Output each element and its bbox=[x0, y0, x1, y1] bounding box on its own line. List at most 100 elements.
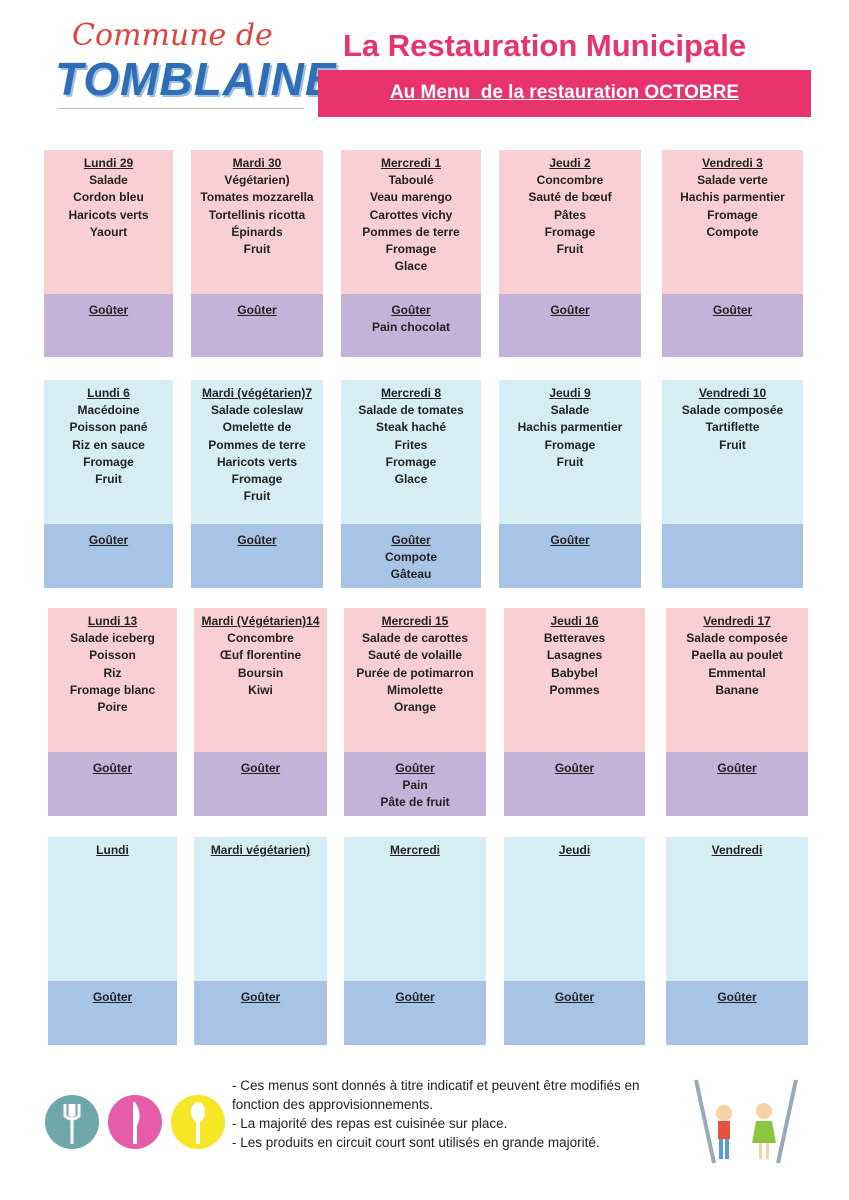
logo-top: Commune de bbox=[72, 18, 273, 53]
menu-item: Fromage blanc bbox=[69, 682, 156, 697]
day-cell: Vendredi Goûter bbox=[666, 837, 808, 1045]
meal-box: Vendredi 3 Salade verte Hachis parmentier F… bbox=[662, 150, 803, 299]
meal-box: Vendredi bbox=[666, 837, 808, 986]
meal-box: Mardi (végétarien)7 Salade coleslaw Omelet… bbox=[191, 380, 323, 529]
snack-label: Goûter bbox=[395, 990, 435, 1004]
snack-box: Goûter bbox=[344, 981, 486, 1045]
menu-item: Pommes de terre bbox=[362, 224, 460, 239]
snack-label: Goûter bbox=[92, 990, 133, 1004]
note-line: - La majorité des repas est cuisinée sur… bbox=[232, 1116, 508, 1131]
menu-item: Pâtes bbox=[553, 207, 587, 222]
subtitle-bar: Au Menu de la restauration OCTOBRE bbox=[318, 70, 811, 117]
menu-item: Riz bbox=[103, 665, 122, 680]
menu-item: Salade de carottes bbox=[361, 631, 469, 646]
snack-label: Goûter bbox=[712, 303, 753, 317]
day-name: Jeudi 16 bbox=[550, 614, 599, 628]
logo-rule bbox=[58, 108, 304, 109]
day-name: Mardi (végétarien)7 bbox=[201, 386, 313, 400]
day-cell: Mercredi 15 Salade de carottes Sauté de vo… bbox=[344, 608, 486, 816]
snack-label: Goûter bbox=[554, 990, 595, 1004]
menu-item: Tartiflette bbox=[705, 420, 760, 435]
snack-box: Goûter bbox=[194, 752, 327, 816]
menu-item: Fruit bbox=[719, 437, 746, 452]
menu-item: Fruit bbox=[243, 489, 271, 504]
day-cell: Mercredi 8 Salade de tomates Steak haché Fr… bbox=[341, 380, 481, 588]
day-name: Mardi (Végétarien)14 bbox=[201, 614, 320, 628]
meal-box: Jeudi 16 Betteraves Lasagnes Babybel Pommes bbox=[504, 608, 645, 757]
menu-item: Carottes vichy bbox=[369, 207, 453, 222]
day-cell: Mardi végétarien) Goûter bbox=[194, 837, 327, 1045]
day-cell: Lundi 6 Macédoine Poisson pané Riz en sauce… bbox=[44, 380, 173, 588]
menu-item: Fromage bbox=[544, 437, 596, 452]
menu-item: Salade coleslaw bbox=[210, 403, 304, 418]
notes: - Ces menus sont donnés à titre indicati… bbox=[232, 1076, 682, 1152]
snack-label: Goûter bbox=[550, 533, 590, 547]
snack-item: Gâteau bbox=[390, 567, 432, 582]
menu-item: Fromage bbox=[544, 224, 596, 239]
meal-box: Mercredi 15 Salade de carottes Sauté de vo… bbox=[344, 608, 486, 757]
snack-box: Goûter bbox=[666, 752, 808, 816]
menu-item: Hachis parmentier bbox=[680, 190, 785, 205]
menu-item: Lasagnes bbox=[546, 648, 603, 663]
snack-item: Pain bbox=[402, 778, 428, 793]
icons bbox=[45, 1095, 225, 1149]
snack-box: Goûter bbox=[48, 981, 177, 1045]
day-name: Lundi 29 bbox=[83, 156, 134, 170]
menu-item: Taboulé bbox=[388, 173, 434, 188]
day-cell: Lundi 13 Salade iceberg Poisson Riz Fromage … bbox=[48, 608, 177, 816]
meal-box: Jeudi 2 Concombre Sauté de bœuf Pâtes Fromag… bbox=[499, 150, 641, 299]
menu-item: Banane bbox=[715, 682, 759, 697]
snack-label: Goûter bbox=[240, 761, 281, 775]
meal-box: Mardi végétarien) bbox=[194, 837, 327, 986]
menu-item: Fromage bbox=[385, 454, 437, 469]
snack-label: Goûter bbox=[391, 303, 431, 317]
menu-item: Tortellinis ricotta bbox=[208, 207, 306, 222]
day-name: Jeudi bbox=[558, 843, 591, 857]
day-name: Mardi végétarien) bbox=[210, 843, 311, 857]
day-name: Vendredi 3 bbox=[702, 156, 763, 170]
snack-box: Goûter bbox=[44, 294, 173, 357]
day-cell: Vendredi 10 Salade composée Tartiflette Fru… bbox=[662, 380, 803, 588]
day-name: Vendredi bbox=[711, 843, 763, 857]
menu-item: Frites bbox=[394, 437, 428, 452]
menu-item: Betteraves bbox=[543, 631, 606, 646]
meal-box: Vendredi 10 Salade composée Tartiflette Fru… bbox=[662, 380, 803, 529]
menu-item: Fruit bbox=[95, 472, 122, 487]
snack-box: Goûter bbox=[191, 294, 323, 357]
day-name: Mercredi 15 bbox=[381, 614, 449, 628]
snack-box: Goûter bbox=[666, 981, 808, 1045]
snack-box: Goûter bbox=[499, 524, 641, 588]
snack-label: Goûter bbox=[92, 761, 133, 775]
snack-item: Compote bbox=[385, 550, 437, 565]
menu-item: Emmental bbox=[708, 665, 766, 680]
day-cell: Jeudi 16 Betteraves Lasagnes Babybel Pommes G… bbox=[504, 608, 645, 816]
menu-item: Omelette de bbox=[222, 420, 292, 435]
menu-item: Riz en sauce bbox=[72, 437, 145, 452]
menu-item: Sauté de volaille bbox=[367, 648, 463, 663]
snack-label: Goûter bbox=[391, 533, 431, 547]
snack-label: Goûter bbox=[88, 303, 129, 317]
meal-box: Jeudi 9 Salade Hachis parmentier Fromage Fru… bbox=[499, 380, 641, 529]
menu-item: Cordon bleu bbox=[73, 190, 144, 205]
day-name: Mardi 30 bbox=[232, 156, 282, 170]
snack-label: Goûter bbox=[240, 990, 281, 1004]
menu-item: Boursin bbox=[237, 665, 284, 680]
menu-item: Kiwi bbox=[248, 682, 273, 697]
snack-item: Pâte de fruit bbox=[380, 795, 450, 810]
meal-box: Mardi (Végétarien)14 Concombre Œuf florent… bbox=[194, 608, 327, 757]
meal-box: Mercredi 8 Salade de tomates Steak haché Fr… bbox=[341, 380, 481, 529]
menu-item: Salade iceberg bbox=[70, 631, 155, 646]
day-cell: Mardi 30 Végétarien) Tomates mozzarella Tor… bbox=[191, 150, 323, 357]
menu-item: Salade verte bbox=[697, 173, 768, 188]
day-cell: Mercredi Goûter bbox=[344, 837, 486, 1045]
menu-item: Hachis parmentier bbox=[517, 420, 623, 435]
snack-label: Goûter bbox=[717, 761, 757, 775]
day-cell: Jeudi Goûter bbox=[504, 837, 645, 1045]
menu-item: Fruit bbox=[243, 242, 271, 257]
snack-box: Goûter bbox=[48, 752, 177, 816]
menu-item: Pommes bbox=[549, 682, 600, 697]
snack-label: Goûter bbox=[554, 761, 595, 775]
snack-label: Goûter bbox=[88, 533, 129, 547]
menu-item: Purée de potimarron bbox=[356, 665, 474, 680]
